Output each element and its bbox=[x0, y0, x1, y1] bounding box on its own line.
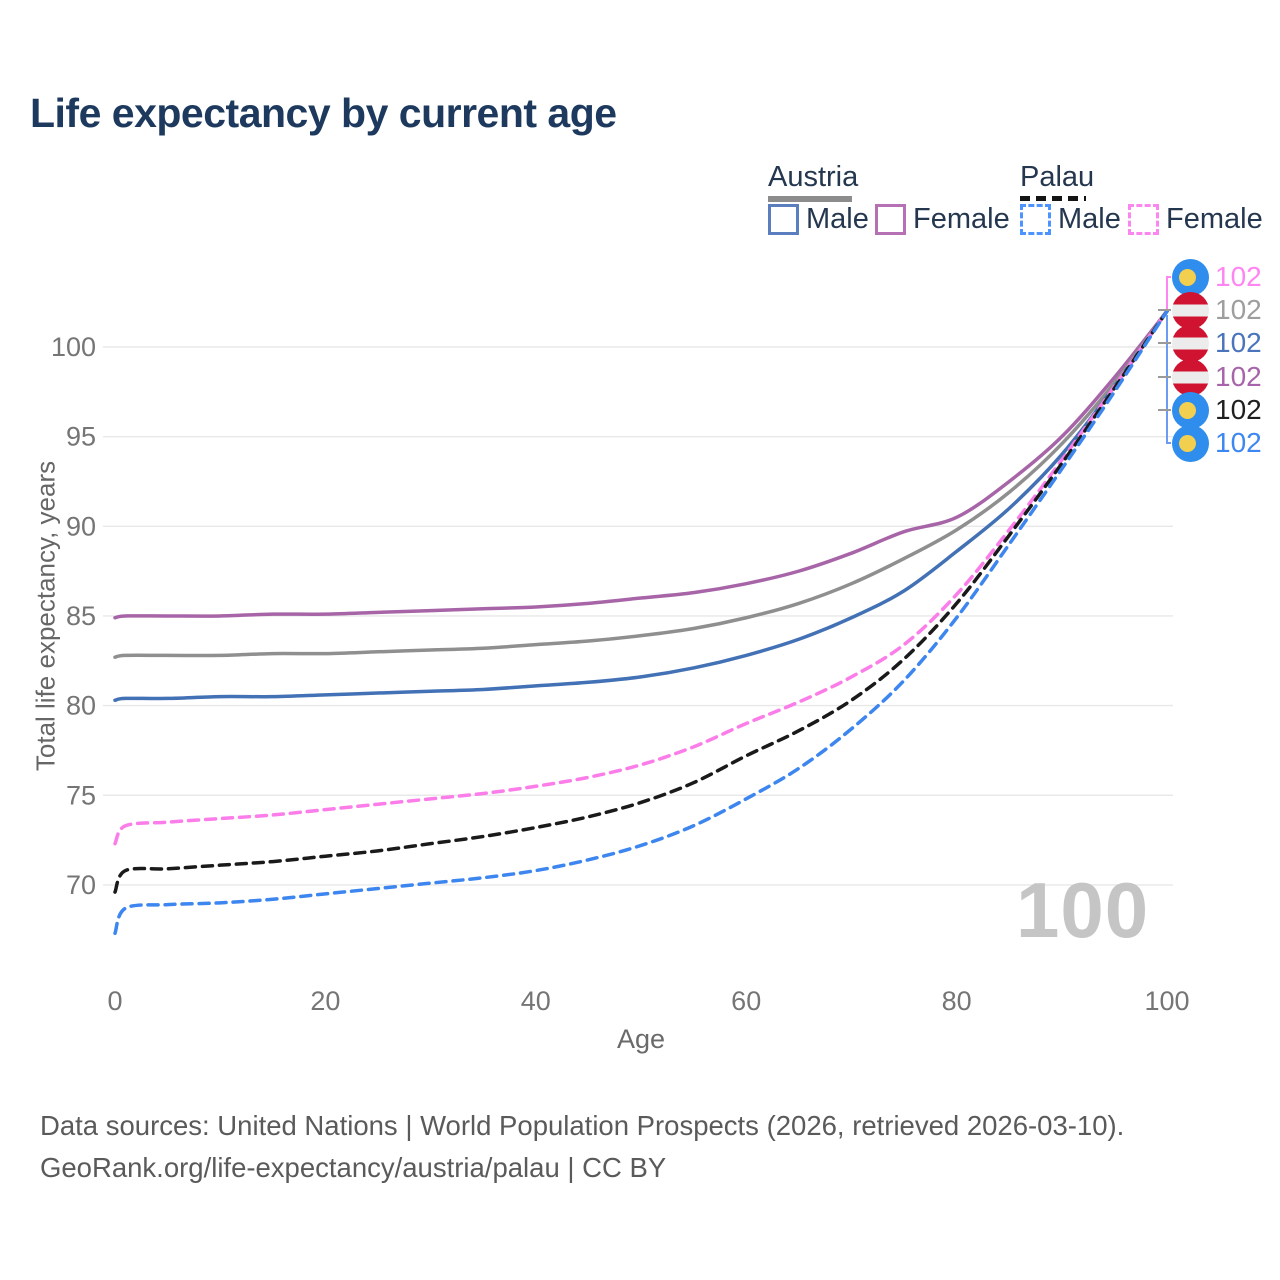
x-tick-label: 60 bbox=[731, 986, 761, 1016]
end-value-label: 102 bbox=[1215, 394, 1262, 425]
end-label-row: 102 bbox=[1172, 391, 1262, 429]
y-tick-label: 80 bbox=[66, 691, 96, 721]
y-tick-label: 100 bbox=[51, 332, 96, 362]
footer-sources-line: Data sources: United Nations | World Pop… bbox=[40, 1110, 1125, 1141]
y-tick-label: 70 bbox=[66, 870, 96, 900]
legend-group-austria: Austria bbox=[768, 161, 859, 193]
page-title: Life expectancy by current age bbox=[30, 90, 617, 136]
age-counter-watermark: 100 bbox=[1016, 866, 1150, 954]
series-line-palau-both-sexes bbox=[113, 309, 1169, 894]
footer-attribution-line: GeoRank.org/life-expectancy/austria/pala… bbox=[40, 1152, 667, 1183]
y-tick-label: 90 bbox=[66, 511, 96, 541]
end-value-label: 102 bbox=[1215, 361, 1262, 392]
x-tick-label: 20 bbox=[310, 986, 340, 1016]
y-tick-label: 95 bbox=[66, 422, 96, 452]
end-value-label: 102 bbox=[1215, 294, 1262, 325]
end-label-row: 102 bbox=[1172, 424, 1262, 462]
end-value-label: 102 bbox=[1215, 427, 1262, 458]
palau-flag-icon bbox=[1172, 258, 1209, 296]
legend-item-austria-male[interactable]: Male bbox=[768, 203, 869, 236]
data-source-footer: Data sources: United Nations | World Pop… bbox=[40, 1105, 1124, 1189]
leader-line-up bbox=[1166, 276, 1171, 311]
legend-group-palau: Palau bbox=[1020, 161, 1095, 193]
legend-item-palau-male[interactable]: Male bbox=[1020, 203, 1121, 236]
legend-label-austria-male: Male bbox=[806, 203, 869, 235]
legend-swatch-austria-female bbox=[875, 204, 906, 235]
legend-label-palau-female: Female bbox=[1166, 203, 1263, 235]
legend-label-palau-male: Male bbox=[1058, 203, 1121, 235]
austria-flag-icon bbox=[1172, 324, 1209, 362]
series-line-palau-female bbox=[113, 309, 1169, 846]
series-line-austria-both-sexes bbox=[113, 309, 1169, 659]
legend-item-austria-female[interactable]: Female bbox=[875, 203, 1010, 236]
x-tick-label: 100 bbox=[1144, 986, 1189, 1016]
series-line-austria-male bbox=[113, 309, 1169, 702]
legend-austria-line-sample bbox=[768, 196, 852, 202]
y-tick-label: 75 bbox=[66, 780, 96, 810]
end-value-label: 102 bbox=[1215, 261, 1262, 292]
palau-flag-icon bbox=[1172, 424, 1209, 462]
x-tick-label: 40 bbox=[521, 986, 551, 1016]
legend-palau-line-sample bbox=[1020, 196, 1086, 201]
legend-swatch-palau-male bbox=[1020, 204, 1051, 235]
palau-flag-icon bbox=[1172, 391, 1209, 429]
y-axis-title: Total life expectancy, years bbox=[30, 460, 61, 772]
y-tick-label: 85 bbox=[66, 601, 96, 631]
series-line-palau-male bbox=[113, 309, 1169, 936]
x-tick-label: 0 bbox=[107, 986, 122, 1016]
austria-flag-icon bbox=[1172, 291, 1209, 329]
end-label-row: 102 bbox=[1172, 291, 1262, 329]
x-tick-label: 80 bbox=[942, 986, 972, 1016]
legend-label-austria-female: Female bbox=[913, 203, 1010, 235]
legend-swatch-palau-female bbox=[1128, 204, 1159, 235]
legend-item-palau-female[interactable]: Female bbox=[1128, 203, 1263, 236]
leader-line-down bbox=[1166, 315, 1171, 444]
end-value-label: 102 bbox=[1215, 327, 1262, 358]
x-axis-title: Age bbox=[617, 1024, 665, 1054]
end-label-row: 102 bbox=[1172, 358, 1262, 396]
austria-flag-icon bbox=[1172, 358, 1209, 396]
series-line-austria-female bbox=[113, 309, 1169, 620]
legend-swatch-austria-male bbox=[768, 204, 799, 235]
end-label-row: 102 bbox=[1172, 258, 1262, 296]
end-label-row: 102 bbox=[1172, 324, 1262, 362]
